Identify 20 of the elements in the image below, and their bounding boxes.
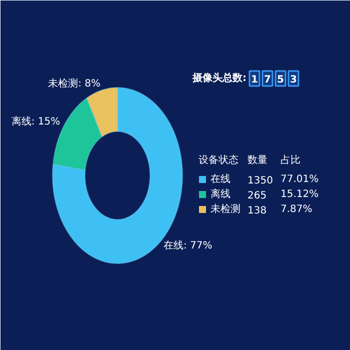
text: 138 xyxy=(248,206,267,216)
text: 15.12% xyxy=(280,189,319,200)
text: 265 xyxy=(248,190,267,202)
data-label: 在线: 77% xyxy=(163,240,212,252)
text: 1350 xyxy=(248,176,273,186)
text: 数量 xyxy=(248,155,268,166)
text: 3 xyxy=(290,74,298,86)
text: 77.01% xyxy=(280,174,319,185)
legend-label: 未检测 xyxy=(210,203,240,215)
legend-label: 离线 xyxy=(210,188,230,200)
data-label: 离线: 15% xyxy=(11,116,60,128)
data-label: 未检测: 8% xyxy=(48,78,100,90)
text: 占比 xyxy=(280,154,300,166)
legend-title: 设备状态 xyxy=(198,154,238,166)
text: 5 xyxy=(277,74,284,86)
text: 摄像头总数: xyxy=(192,72,246,84)
legend-label: 在线 xyxy=(210,173,230,185)
text: 7 xyxy=(264,74,272,86)
text: 1 xyxy=(251,74,258,86)
text: 7.87% xyxy=(280,204,312,215)
